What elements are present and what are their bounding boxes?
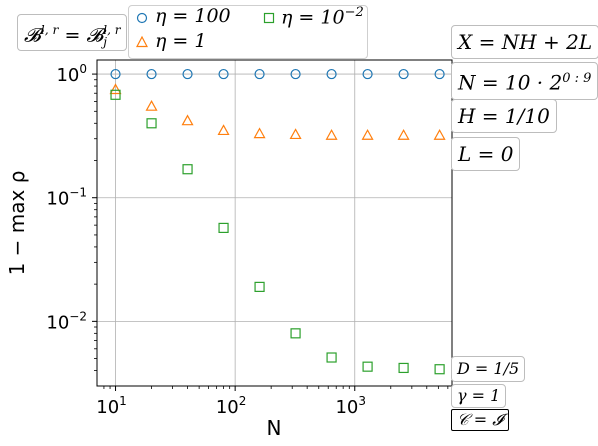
y-tick-label: 10−1 — [46, 186, 87, 210]
square-point — [254, 281, 265, 292]
triangle-point — [181, 114, 194, 126]
circle-point — [326, 68, 337, 80]
grid-lines — [97, 60, 452, 386]
square-point — [362, 361, 373, 372]
circle-point — [182, 68, 193, 80]
legend-label-eta-small: η = 10−2 — [281, 5, 364, 29]
plot-frame — [96, 59, 453, 387]
series-3 — [110, 89, 445, 375]
triangle-point — [145, 99, 158, 111]
legend-label-eta-1: η = 1 — [155, 30, 207, 52]
x-tick-label: 101 — [96, 394, 127, 418]
legend-square-marker — [263, 12, 275, 24]
square-point — [434, 364, 445, 375]
data-marks — [109, 68, 446, 375]
h-formula-box: H = 1/10 — [451, 99, 557, 133]
legend-label-eta-100: η = 100 — [155, 5, 231, 27]
y-axis-label: 1 − max ρ — [5, 171, 29, 276]
c-formula-box: 𝒞 = 𝓘 — [451, 409, 510, 431]
series-2 — [109, 83, 446, 140]
square-point — [146, 118, 157, 129]
legend: η = 100 η = 1 η = 10−2 — [128, 5, 368, 59]
square-point — [218, 222, 229, 234]
x-axis-label: N — [267, 416, 282, 440]
circle-point — [362, 68, 373, 80]
y-tick-label: 100 — [56, 62, 87, 86]
legend-triangle-marker — [136, 35, 148, 48]
circle-point — [290, 68, 301, 80]
triangle-point — [325, 129, 338, 140]
series-1 — [110, 68, 445, 80]
triangle-point — [397, 129, 410, 140]
x-tick-label: 102 — [216, 394, 247, 418]
circle-point — [434, 68, 445, 80]
triangle-point — [433, 129, 446, 140]
square-point — [290, 328, 301, 339]
square-point — [398, 362, 409, 374]
x-formula-box: X = NH + 2L — [451, 25, 598, 59]
triangle-point — [217, 124, 230, 136]
n-formula-box: N = 10 · 20 : 9 — [451, 62, 598, 100]
l-formula-box: L = 0 — [451, 137, 521, 171]
circle-point — [110, 68, 121, 80]
triangle-point — [253, 127, 266, 139]
triangle-point — [361, 129, 374, 140]
legend-circle-marker — [136, 12, 148, 24]
square-point — [326, 352, 337, 363]
d-formula-box: D = 1/5 — [451, 356, 526, 382]
square-point — [110, 89, 121, 100]
y-tick-label: 10−2 — [46, 309, 87, 333]
circle-point — [254, 68, 265, 80]
circle-point — [218, 68, 229, 80]
x-tick-label: 103 — [335, 394, 366, 418]
circle-point — [398, 68, 409, 80]
square-point — [182, 164, 193, 175]
axis-ticks: 101 102 103 100 10−1 10−2 — [46, 62, 449, 418]
circle-point — [146, 68, 157, 80]
gamma-formula-box: γ = 1 — [451, 384, 507, 408]
triangle-point — [289, 128, 302, 140]
triangle-point — [109, 83, 122, 95]
